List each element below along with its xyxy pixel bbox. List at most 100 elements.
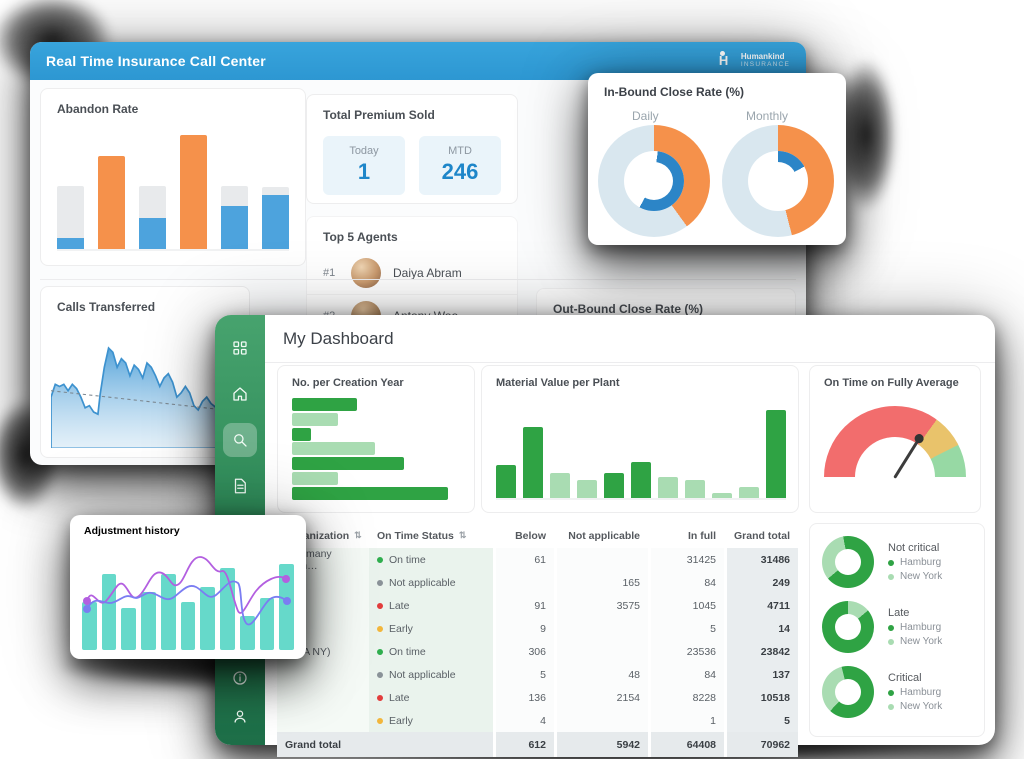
brand-subtitle: INSURANCE <box>740 60 790 68</box>
user-icon[interactable] <box>223 699 257 733</box>
adjustment-bar <box>141 592 156 650</box>
abandon-rate-chart <box>57 135 289 251</box>
inbound-daily-label: Daily <box>632 109 659 123</box>
breakdown-donut <box>822 666 874 718</box>
apps-grid-icon[interactable] <box>223 331 257 365</box>
value-cell: 84 <box>648 571 724 594</box>
material-value-chart <box>496 400 786 500</box>
legend-dot <box>888 624 894 631</box>
value-cell: 61 <box>493 548 554 572</box>
value-cell <box>554 617 648 640</box>
material-bar <box>712 493 732 498</box>
abandon-bar <box>98 155 125 249</box>
value-cell: 1 <box>648 709 724 732</box>
status-cell: Late <box>369 686 493 709</box>
on-time-table: Organization ⇅ On Time Status ⇅ Below Not app… <box>277 523 798 757</box>
brand-name: Humankind <box>740 52 785 62</box>
dashboard-title: My Dashboard <box>283 328 394 348</box>
value-cell: 9 <box>493 617 554 640</box>
value-cell: 5 <box>493 663 554 686</box>
calls-transferred-title: Calls Transferred <box>57 300 156 314</box>
dashboard-header: My Dashboard <box>265 315 995 363</box>
table-row: Early 4 1 5 <box>277 709 798 732</box>
inbound-daily-donut <box>598 125 710 237</box>
material-bar <box>496 464 516 498</box>
material-bar <box>550 472 570 498</box>
value-cell <box>554 548 648 572</box>
adjustment-history-window: Adjustment history <box>70 515 306 659</box>
inbound-monthly-donut <box>722 125 834 237</box>
sort-icon[interactable]: ⇅ <box>458 530 467 540</box>
home-icon[interactable] <box>223 377 257 411</box>
legend-dot <box>888 638 894 645</box>
legend-item: Hamburg <box>888 557 942 568</box>
adjustment-bar <box>121 608 137 650</box>
material-value-title: Material Value per Plant <box>496 377 620 389</box>
table-row: Early 9 5 14 <box>277 617 798 640</box>
material-bar <box>766 409 786 498</box>
value-cell: 48 <box>554 663 648 686</box>
sort-icon[interactable]: ⇅ <box>354 530 362 540</box>
legend-dot <box>888 689 894 696</box>
value-cell: 306 <box>493 640 554 663</box>
calls-transferred-card: Calls Transferred <box>40 286 250 458</box>
adjustment-bar <box>82 601 97 650</box>
document-icon[interactable] <box>223 469 257 503</box>
material-bar <box>739 487 759 498</box>
creation-year-chart <box>292 398 462 500</box>
creation-bar <box>292 412 338 426</box>
value-cell <box>554 709 648 732</box>
adjustment-bar <box>160 574 176 650</box>
breakdown-donut <box>822 601 874 653</box>
creation-year-card: No. per Creation Year <box>277 365 475 513</box>
breakdown-title: Not critical <box>888 542 940 554</box>
material-bar <box>685 480 705 498</box>
breakdown-title: Late <box>888 607 910 619</box>
status-cell: Early <box>369 709 493 732</box>
inbound-title: In-Bound Close Rate (%) <box>604 85 744 99</box>
value-cell <box>554 640 648 663</box>
abandon-bar <box>262 187 289 249</box>
legend-item: New York <box>888 701 942 712</box>
creation-bar <box>292 442 376 456</box>
premium-title: Total Premium Sold <box>323 108 435 122</box>
search-icon[interactable] <box>223 423 257 457</box>
breakdown-group: Not critical Hamburg New York <box>822 536 984 588</box>
adjustment-title: Adjustment history <box>84 525 180 537</box>
creation-bar <box>292 486 449 500</box>
grand-total-cell: 4711 <box>724 594 798 617</box>
status-dot <box>377 602 383 609</box>
breakdown-group: Critical Hamburg New York <box>822 666 984 718</box>
value-cell: 8228 <box>648 686 724 709</box>
legend-item: New York <box>888 636 942 647</box>
kpi-mtd-value: 246 <box>441 159 479 184</box>
status-cell: On time <box>369 640 493 663</box>
value-cell: 23536 <box>648 640 724 663</box>
value-cell: 136 <box>493 686 554 709</box>
value-cell: 84 <box>648 663 724 686</box>
status-dot <box>377 717 383 724</box>
abandon-bar <box>139 186 166 249</box>
value-cell: 165 <box>554 571 648 594</box>
value-cell: 91 <box>493 594 554 617</box>
shadow-blob <box>836 60 896 210</box>
legend-dot <box>888 559 894 566</box>
org-cell <box>277 686 369 709</box>
legend-item: Hamburg <box>888 687 942 698</box>
gauge-card: On Time on Fully Average <box>809 365 981 513</box>
value-cell: 1045 <box>648 594 724 617</box>
creation-bar <box>292 398 357 411</box>
grand-total-cell: 249 <box>724 571 798 594</box>
grand-total-row: Grand total 612 5942 64408 70962 <box>277 732 798 757</box>
grand-total-cell: 31486 <box>724 548 798 572</box>
value-cell: 31425 <box>648 548 724 572</box>
grand-value-cell: 5942 <box>554 732 648 757</box>
kpi-today: Today 1 <box>323 136 405 195</box>
breakdown-title: Critical <box>888 672 922 684</box>
value-cell: 2154 <box>554 686 648 709</box>
breakdown-donut <box>822 536 874 588</box>
info-icon[interactable] <box>223 661 257 695</box>
avatar <box>351 258 381 288</box>
grand-total-cell: 5 <box>724 709 798 732</box>
